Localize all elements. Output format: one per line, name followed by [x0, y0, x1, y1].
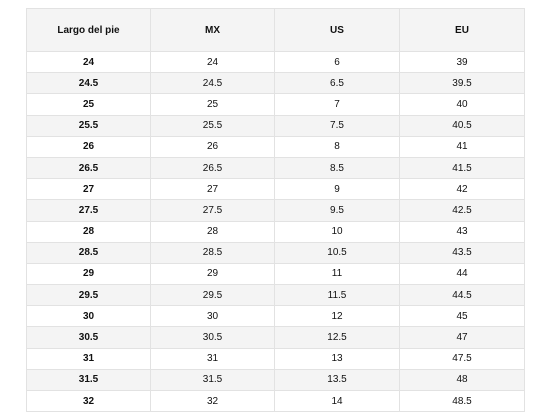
mx-cell: 25.5 — [150, 114, 275, 137]
us-cell: 14 — [274, 389, 400, 412]
table-row: 26 26 8 41 — [26, 135, 525, 158]
header-eu: EU — [399, 8, 525, 52]
table-row: 27 27 9 42 — [26, 178, 525, 201]
foot-length-cell: 27.5 — [26, 199, 151, 222]
header-foot-length: Largo del pie — [26, 8, 151, 52]
eu-cell: 48 — [399, 368, 525, 392]
mx-cell: 29 — [150, 262, 275, 286]
foot-length-cell: 25.5 — [26, 114, 151, 137]
foot-length-cell: 30.5 — [26, 326, 151, 349]
foot-length-cell: 29 — [26, 262, 151, 286]
table-row: 28 28 10 43 — [26, 220, 525, 243]
us-cell: 10 — [274, 220, 400, 243]
us-cell: 6 — [274, 50, 400, 74]
table-body: 24 24 6 39 24.5 24.5 6.5 39.5 25 25 7 40 25.5 25.5 7.5… — [26, 50, 525, 412]
us-cell: 7.5 — [274, 114, 400, 137]
foot-length-cell: 29.5 — [26, 284, 151, 307]
us-cell: 6.5 — [274, 72, 400, 95]
foot-length-cell: 28.5 — [26, 241, 151, 264]
table-row: 32 32 14 48.5 — [26, 389, 525, 412]
eu-cell: 43 — [399, 220, 525, 243]
foot-length-cell: 24.5 — [26, 72, 151, 95]
table-row: 29.5 29.5 11.5 44.5 — [26, 284, 525, 307]
mx-cell: 27.5 — [150, 199, 275, 222]
foot-length-cell: 32 — [26, 389, 151, 412]
foot-length-cell: 26.5 — [26, 156, 151, 180]
table-row: 29 29 11 44 — [26, 262, 525, 286]
mx-cell: 31 — [150, 347, 275, 370]
us-cell: 7 — [274, 93, 400, 116]
eu-cell: 44 — [399, 262, 525, 286]
table-row: 25 25 7 40 — [26, 93, 525, 116]
table-row: 24 24 6 39 — [26, 50, 525, 74]
eu-cell: 47 — [399, 326, 525, 349]
foot-length-cell: 30 — [26, 305, 151, 328]
mx-cell: 32 — [150, 389, 275, 412]
us-cell: 11 — [274, 262, 400, 286]
eu-cell: 40.5 — [399, 114, 525, 137]
mx-cell: 28.5 — [150, 241, 275, 264]
mx-cell: 24.5 — [150, 72, 275, 95]
foot-length-cell: 24 — [26, 50, 151, 74]
eu-cell: 43.5 — [399, 241, 525, 264]
foot-length-cell: 27 — [26, 178, 151, 201]
eu-cell: 41 — [399, 135, 525, 158]
us-cell: 12 — [274, 305, 400, 328]
eu-cell: 41.5 — [399, 156, 525, 180]
table-row: 28.5 28.5 10.5 43.5 — [26, 241, 525, 264]
eu-cell: 48.5 — [399, 389, 525, 412]
mx-cell: 30.5 — [150, 326, 275, 349]
table-row: 31.5 31.5 13.5 48 — [26, 368, 525, 392]
mx-cell: 24 — [150, 50, 275, 74]
eu-cell: 47.5 — [399, 347, 525, 370]
table-row: 27.5 27.5 9.5 42.5 — [26, 199, 525, 222]
table-row: 26.5 26.5 8.5 41.5 — [26, 156, 525, 180]
mx-cell: 27 — [150, 178, 275, 201]
mx-cell: 29.5 — [150, 284, 275, 307]
mx-cell: 31.5 — [150, 368, 275, 392]
eu-cell: 42 — [399, 178, 525, 201]
us-cell: 13 — [274, 347, 400, 370]
us-cell: 8 — [274, 135, 400, 158]
header-mx: MX — [150, 8, 275, 52]
foot-length-cell: 26 — [26, 135, 151, 158]
eu-cell: 39 — [399, 50, 525, 74]
size-chart-container: Largo del pie MX US EU 24 24 6 39 24.5 24.5 6.… — [26, 8, 525, 412]
eu-cell: 40 — [399, 93, 525, 116]
us-cell: 9.5 — [274, 199, 400, 222]
us-cell: 11.5 — [274, 284, 400, 307]
mx-cell: 26.5 — [150, 156, 275, 180]
mx-cell: 30 — [150, 305, 275, 328]
mx-cell: 28 — [150, 220, 275, 243]
us-cell: 12.5 — [274, 326, 400, 349]
foot-length-cell: 31 — [26, 347, 151, 370]
foot-length-cell: 31.5 — [26, 368, 151, 392]
foot-length-cell: 25 — [26, 93, 151, 116]
eu-cell: 42.5 — [399, 199, 525, 222]
table-row: 25.5 25.5 7.5 40.5 — [26, 114, 525, 137]
table-header: Largo del pie MX US EU — [26, 8, 525, 52]
foot-length-cell: 28 — [26, 220, 151, 243]
size-chart-table: Largo del pie MX US EU 24 24 6 39 24.5 24.5 6.… — [26, 8, 525, 412]
header-us: US — [274, 8, 400, 52]
eu-cell: 45 — [399, 305, 525, 328]
header-row: Largo del pie MX US EU — [26, 8, 525, 52]
table-row: 30.5 30.5 12.5 47 — [26, 326, 525, 349]
us-cell: 13.5 — [274, 368, 400, 392]
eu-cell: 44.5 — [399, 284, 525, 307]
us-cell: 8.5 — [274, 156, 400, 180]
us-cell: 9 — [274, 178, 400, 201]
us-cell: 10.5 — [274, 241, 400, 264]
table-row: 24.5 24.5 6.5 39.5 — [26, 72, 525, 95]
mx-cell: 25 — [150, 93, 275, 116]
eu-cell: 39.5 — [399, 72, 525, 95]
mx-cell: 26 — [150, 135, 275, 158]
table-row: 30 30 12 45 — [26, 305, 525, 328]
table-row: 31 31 13 47.5 — [26, 347, 525, 370]
